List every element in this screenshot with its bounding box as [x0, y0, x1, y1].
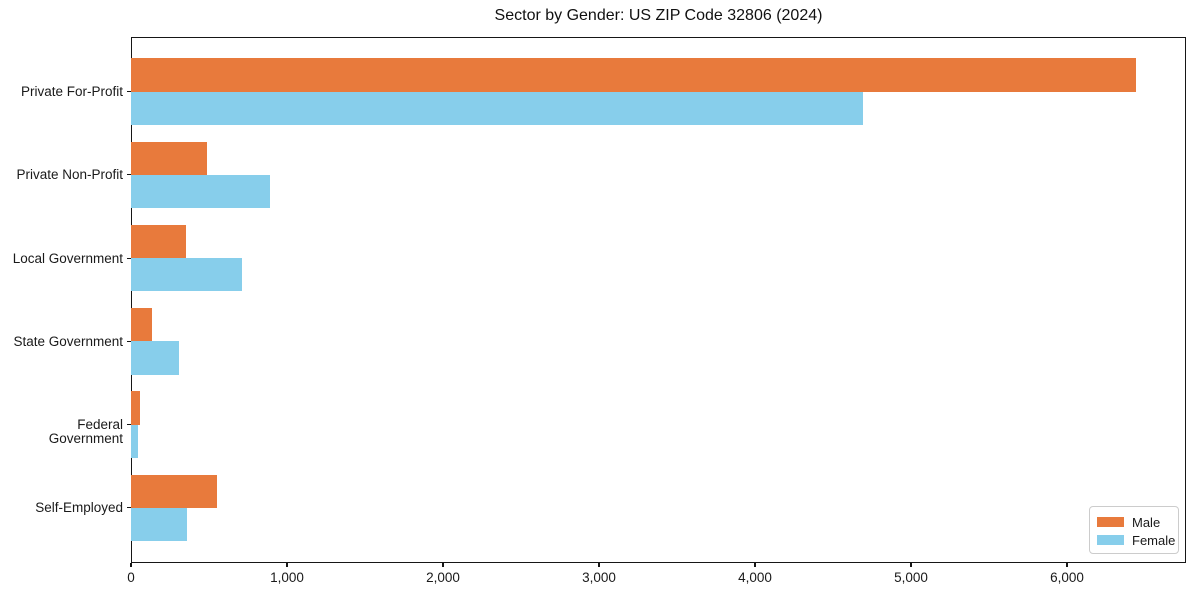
y-tick-mark	[127, 91, 131, 93]
x-tick-mark	[1066, 563, 1068, 567]
y-tick-label-self-employed: Self-Employed	[35, 500, 123, 516]
x-tick-mark	[442, 563, 444, 567]
y-tick-label-federal-government: Federal Government	[48, 417, 123, 446]
y-tick-mark	[127, 340, 131, 342]
bar-female-federal-government	[131, 424, 139, 458]
x-tick-label: 6,000	[1050, 570, 1084, 585]
x-tick-mark	[754, 563, 756, 567]
legend-item-male: Male	[1097, 513, 1178, 531]
x-tick-mark	[910, 563, 912, 567]
legend-label: Female	[1132, 532, 1176, 548]
legend-label: Male	[1132, 514, 1161, 530]
bar-male-self-employed	[131, 474, 217, 508]
legend: Male Female	[1089, 506, 1179, 554]
legend-swatch-male	[1097, 517, 1124, 527]
x-tick-mark	[286, 563, 288, 567]
y-tick-mark	[127, 423, 131, 426]
y-tick-label-private-for-profit: Private For-Profit	[20, 84, 123, 100]
bar-male-local-government	[131, 224, 187, 259]
x-tick-label: 3,000	[582, 570, 616, 585]
x-tick-mark	[130, 563, 132, 567]
y-tick-label-local-government: Local Government	[12, 250, 123, 266]
bar-male-private-non-profit	[131, 141, 208, 175]
bar-male-federal-government	[131, 391, 140, 425]
bar-female-state-government	[131, 341, 180, 375]
bar-female-private-for-profit	[131, 91, 863, 125]
chart-title: Sector by Gender: US ZIP Code 32806 (202…	[494, 7, 823, 24]
y-tick-label-private-non-profit: Private Non-Profit	[16, 167, 123, 183]
x-tick-label: 1,000	[270, 570, 304, 585]
bar-female-private-non-profit	[131, 174, 270, 209]
bar-female-self-employed	[131, 507, 188, 542]
legend-swatch-female	[1097, 535, 1124, 545]
bar-female-local-government	[131, 258, 242, 292]
x-tick-label: 4,000	[738, 570, 772, 585]
bar-male-private-for-profit	[131, 58, 1136, 92]
x-tick-label: 2,000	[426, 570, 460, 585]
y-tick-mark	[127, 507, 131, 509]
y-tick-label-state-government: State Government	[13, 333, 123, 349]
x-tick-mark	[598, 563, 600, 567]
x-tick-label: 0	[127, 570, 135, 585]
y-tick-mark	[127, 174, 131, 176]
y-tick-mark	[127, 257, 131, 259]
legend-item-female: Female	[1097, 531, 1178, 549]
x-tick-label: 5,000	[894, 570, 928, 585]
bar-male-state-government	[131, 308, 153, 342]
